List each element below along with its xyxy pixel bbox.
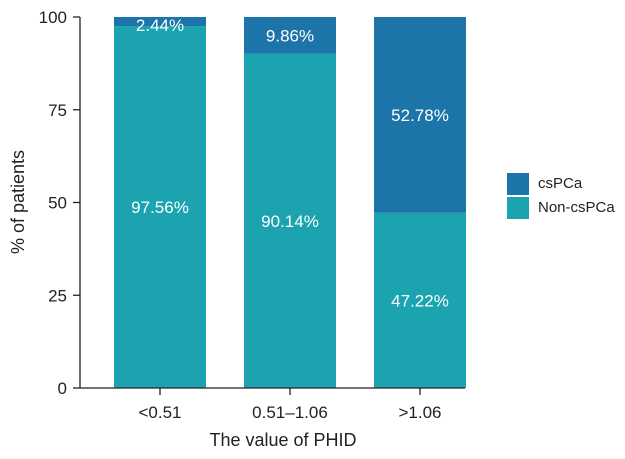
x-tick-label-2: >1.06 <box>398 403 441 422</box>
legend-swatch-cspca <box>507 173 529 195</box>
y-ticks-group: 0 25 50 75 100 <box>39 8 80 398</box>
bar-segment-cspca-2 <box>374 17 466 213</box>
bar-segment-non-cspca-2 <box>374 212 466 388</box>
x-ticks-group: <0.51 0.51–1.06 >1.06 <box>138 388 442 422</box>
bar-segment-non-cspca-1 <box>244 53 336 389</box>
legend-label-cspca: csPCa <box>538 175 583 192</box>
bar-segment-cspca-1 <box>244 17 336 54</box>
y-tick-label-2: 50 <box>48 194 67 213</box>
x-axis-title: The value of PHID <box>209 430 356 450</box>
bar-label-non-cspca-2: 47.22% <box>391 291 449 310</box>
bars-group <box>114 17 466 389</box>
legend-label-non-cspca: Non-csPCa <box>538 199 615 216</box>
y-tick-label-0: 0 <box>58 379 67 398</box>
bar-label-cspca-2: 52.78% <box>391 106 449 125</box>
bar-labels-group: 97.56% 2.44% 90.14% 9.86% 47.22% 52.78% <box>131 16 449 310</box>
bar-segment-non-cspca-0 <box>114 26 206 389</box>
bar-label-non-cspca-0: 97.56% <box>131 198 189 217</box>
bar-segment-cspca-0 <box>114 17 206 27</box>
y-axis-title: % of patients <box>8 150 28 254</box>
y-tick-label-4: 100 <box>39 8 67 27</box>
legend-swatch-non-cspca <box>507 197 529 219</box>
legend: csPCa Non-csPCa <box>507 173 615 219</box>
y-tick-label-1: 25 <box>48 286 67 305</box>
bar-label-non-cspca-1: 90.14% <box>261 212 319 231</box>
x-tick-label-1: 0.51–1.06 <box>252 403 328 422</box>
y-tick-label-3: 75 <box>48 101 67 120</box>
bar-label-cspca-0: 2.44% <box>136 16 184 35</box>
bar-label-cspca-1: 9.86% <box>266 26 314 45</box>
x-tick-label-0: <0.51 <box>138 403 181 422</box>
